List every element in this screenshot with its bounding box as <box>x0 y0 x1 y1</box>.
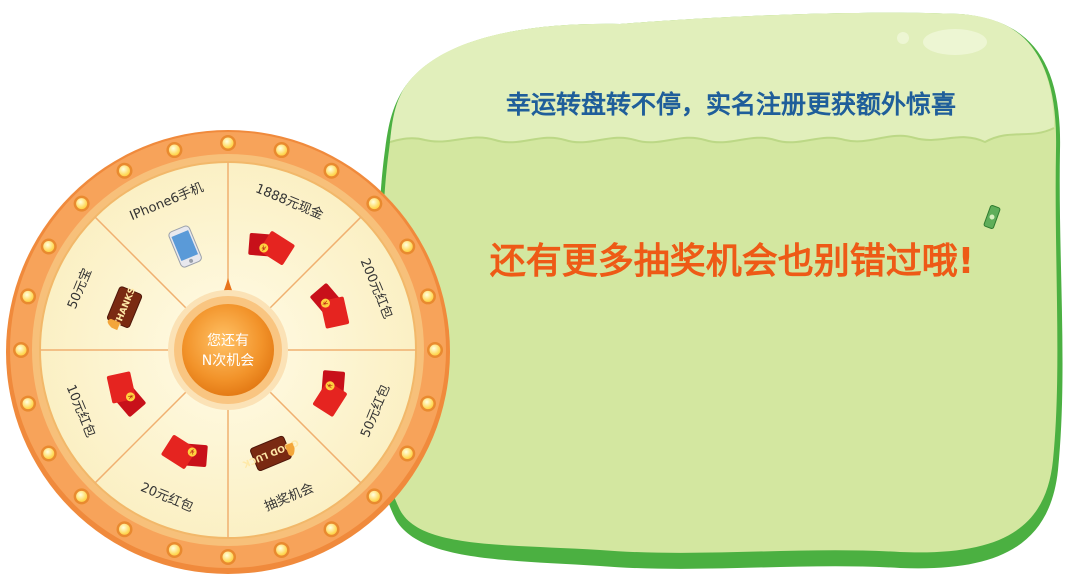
red-envelope-icon: ¥ <box>161 435 208 469</box>
svg-text:¥: ¥ <box>260 244 268 253</box>
promo-text: 还有更多抽奖机会也别错过哦! <box>490 241 974 282</box>
spin-button-line2: N次机会 <box>202 353 254 369</box>
wheel-bulb <box>40 238 57 255</box>
svg-text:¥: ¥ <box>189 446 197 455</box>
svg-text:¥: ¥ <box>320 300 329 308</box>
wheel-bulb <box>20 395 37 412</box>
wheel-bulb <box>220 135 236 151</box>
wheel-bulb <box>419 288 436 305</box>
wheel-bulb <box>73 488 90 505</box>
wheel-bulb <box>220 549 236 565</box>
iphone-icon <box>168 225 202 268</box>
spin-button[interactable]: 您还有 N次机会 <box>168 278 288 410</box>
red-envelope-icon: ¥ <box>313 370 347 417</box>
promo-panel <box>377 12 1063 569</box>
promo-panel-body <box>381 12 1058 553</box>
wheel-bulb <box>399 445 416 462</box>
promo-panel-header-band <box>390 12 1054 143</box>
wheel-bulb <box>166 541 183 558</box>
spin-button-line1: 您还有 <box>207 332 249 349</box>
red-envelope-icon: ¥ <box>106 371 146 417</box>
wheel-bulb <box>13 342 29 358</box>
wheel-bulb <box>116 162 133 179</box>
red-envelope-icon: ¥ <box>248 231 295 265</box>
money-note-icon <box>983 205 1001 229</box>
wheel-bulb <box>116 521 133 538</box>
red-envelope-icon: ¥ <box>310 283 350 329</box>
svg-text:¥: ¥ <box>324 382 333 390</box>
wheel-bulb <box>20 288 37 305</box>
wheel-bulb <box>419 395 436 412</box>
wheel-bulbs <box>13 135 443 565</box>
wheel-bulb <box>323 521 340 538</box>
wheel-bulb <box>323 162 340 179</box>
wheel-bulb <box>366 195 383 212</box>
highlight-bubble <box>923 29 987 55</box>
thanks-card-icon: THANKS <box>106 286 143 331</box>
wheel-bulb <box>73 195 90 212</box>
spin-button-core <box>182 304 274 396</box>
wheel-bulb <box>273 142 290 159</box>
svg-text:¥: ¥ <box>127 392 136 400</box>
highlight-bubble <box>897 32 909 44</box>
wheel-bulb <box>366 488 383 505</box>
banner-title: 幸运转盘转不停，实名注册更获额外惊喜 <box>506 90 956 119</box>
wheel-bulb <box>166 142 183 159</box>
wheel-bulb <box>273 541 290 558</box>
wheel-bulb <box>40 445 57 462</box>
promo-panel-wave <box>389 127 1055 144</box>
wheel-bulb <box>399 238 416 255</box>
wheel-bulb <box>427 342 443 358</box>
